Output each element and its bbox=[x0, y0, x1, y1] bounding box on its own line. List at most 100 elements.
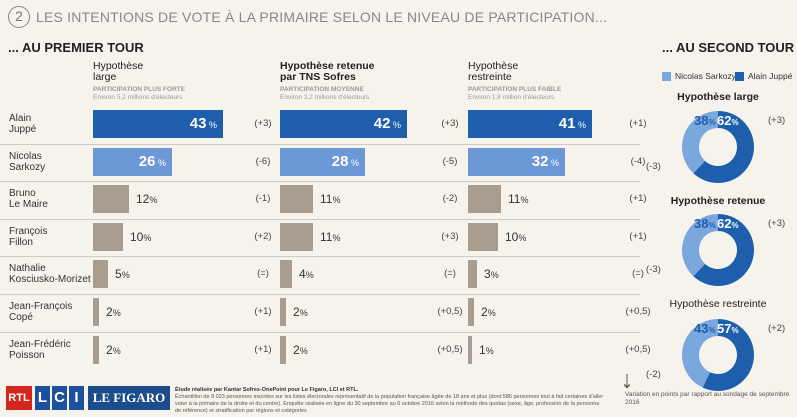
value-number: 10 bbox=[130, 230, 144, 244]
bar-value: 1% bbox=[479, 336, 494, 365]
bar bbox=[280, 223, 313, 251]
donut-slice-sarkozy bbox=[682, 214, 718, 277]
value-unit: % bbox=[305, 270, 314, 280]
donut-value: 43 bbox=[694, 321, 709, 336]
value-number: 3 bbox=[484, 267, 491, 281]
legend-swatch-juppe bbox=[735, 72, 744, 81]
column-electors: Environ 1,8 million d'électeurs bbox=[468, 94, 555, 101]
bar bbox=[280, 260, 292, 288]
value-unit: % bbox=[112, 308, 121, 318]
source-note: Étude réalisée par Kantar Sofres-OnePoin… bbox=[175, 387, 605, 415]
donut-title: Hypothèse large bbox=[677, 91, 759, 103]
bar bbox=[468, 223, 498, 251]
donut-chart bbox=[682, 111, 754, 183]
value-number: 2 bbox=[106, 305, 113, 319]
column-participation: PARTICIPATION PLUS FAIBLE bbox=[468, 86, 562, 93]
variation: (=) bbox=[632, 268, 644, 279]
value-unit: % bbox=[487, 308, 496, 318]
value-unit: % bbox=[332, 233, 341, 243]
column-title: Hypothèse large bbox=[93, 60, 144, 83]
value-number: 2 bbox=[293, 343, 300, 357]
value-unit: % bbox=[121, 270, 130, 280]
donut-label-juppe: 57% bbox=[717, 321, 739, 336]
bar bbox=[468, 148, 565, 176]
donut-unit: % bbox=[708, 326, 716, 335]
row-separator bbox=[0, 256, 640, 257]
value-unit: % bbox=[112, 346, 121, 356]
bar bbox=[93, 148, 172, 176]
donut-unit: % bbox=[708, 118, 716, 127]
bar bbox=[280, 298, 286, 326]
bar bbox=[93, 336, 99, 364]
bar-value: 10% bbox=[130, 223, 151, 252]
bar bbox=[280, 336, 286, 364]
row-separator bbox=[0, 181, 640, 182]
column-electors: Environ 3,2 millions d'électeurs bbox=[280, 94, 370, 101]
variation: (-6) bbox=[255, 156, 271, 167]
value-unit: % bbox=[206, 120, 217, 130]
bar-value: 26 % bbox=[93, 148, 166, 177]
donut-slice-sarkozy bbox=[682, 319, 718, 388]
bar-value: 2% bbox=[106, 336, 121, 365]
variation: (=) bbox=[444, 268, 456, 279]
candidate-name: Alain Juppé bbox=[9, 113, 37, 135]
candidate-name: Jean-Frédéric Poisson bbox=[9, 339, 71, 361]
value-number: 41 bbox=[558, 115, 576, 132]
bar bbox=[280, 148, 365, 176]
donut-unit: % bbox=[731, 118, 739, 127]
bar bbox=[468, 298, 474, 326]
row-separator bbox=[0, 332, 640, 333]
value-unit: % bbox=[332, 195, 341, 205]
variation: (+1) bbox=[629, 193, 647, 204]
value-unit: % bbox=[548, 158, 559, 168]
value-number: 26 bbox=[138, 153, 156, 170]
column-title: Hypothèse retenue par TNS Sofres bbox=[280, 60, 375, 83]
donut-title: Hypothèse restreinte bbox=[669, 298, 767, 310]
variation: (+1) bbox=[254, 344, 272, 355]
value-unit: % bbox=[490, 270, 499, 280]
value-unit: % bbox=[299, 346, 308, 356]
bar bbox=[468, 110, 592, 138]
donut-label-juppe: 62% bbox=[717, 113, 739, 128]
bar-value: 43 % bbox=[93, 110, 217, 139]
value-number: 28 bbox=[331, 153, 349, 170]
donut-label-juppe: 62% bbox=[717, 216, 739, 231]
bar bbox=[93, 110, 223, 138]
donut-label-sarkozy: 38% bbox=[694, 216, 716, 231]
bar bbox=[93, 298, 99, 326]
lci-logo-c: C bbox=[52, 386, 67, 410]
bar-value: 42 % bbox=[280, 110, 401, 139]
source-bold: Étude réalisée par Kantar Sofres-OnePoin… bbox=[175, 387, 359, 393]
bar bbox=[280, 185, 313, 213]
bar bbox=[468, 336, 472, 364]
candidate-name: Nathalie Kosciusko-Morizet bbox=[9, 263, 91, 285]
candidate-name: François Fillon bbox=[9, 226, 48, 248]
donut-value: 38 bbox=[694, 113, 709, 128]
variation: (+0,5) bbox=[625, 344, 651, 355]
value-unit: % bbox=[143, 233, 152, 243]
donut-variation-juppe: (+3) bbox=[768, 115, 786, 126]
value-unit: % bbox=[390, 120, 401, 130]
bar-value: 2% bbox=[293, 336, 308, 365]
value-number: 32 bbox=[531, 153, 549, 170]
value-unit: % bbox=[485, 346, 494, 356]
donut-value: 62 bbox=[717, 216, 732, 231]
value-unit: % bbox=[348, 158, 359, 168]
variation: (+3) bbox=[441, 231, 459, 242]
value-number: 2 bbox=[293, 305, 300, 319]
column-title: Hypothèse restreinte bbox=[468, 60, 519, 83]
rtl-logo: RTL bbox=[6, 386, 32, 410]
value-number: 2 bbox=[106, 343, 113, 357]
bar bbox=[93, 260, 108, 288]
row-separator bbox=[0, 219, 640, 220]
value-number: 4 bbox=[299, 267, 306, 281]
header-number: 2 bbox=[8, 6, 30, 28]
bar bbox=[280, 110, 407, 138]
bar bbox=[468, 260, 477, 288]
donut-variation-sarkozy: (-3) bbox=[646, 161, 661, 172]
donut-chart bbox=[682, 214, 754, 286]
value-number: 43 bbox=[189, 115, 207, 132]
variation: (-5) bbox=[442, 156, 458, 167]
donut-title: Hypothèse retenue bbox=[670, 195, 766, 207]
value-number: 12 bbox=[136, 192, 150, 206]
